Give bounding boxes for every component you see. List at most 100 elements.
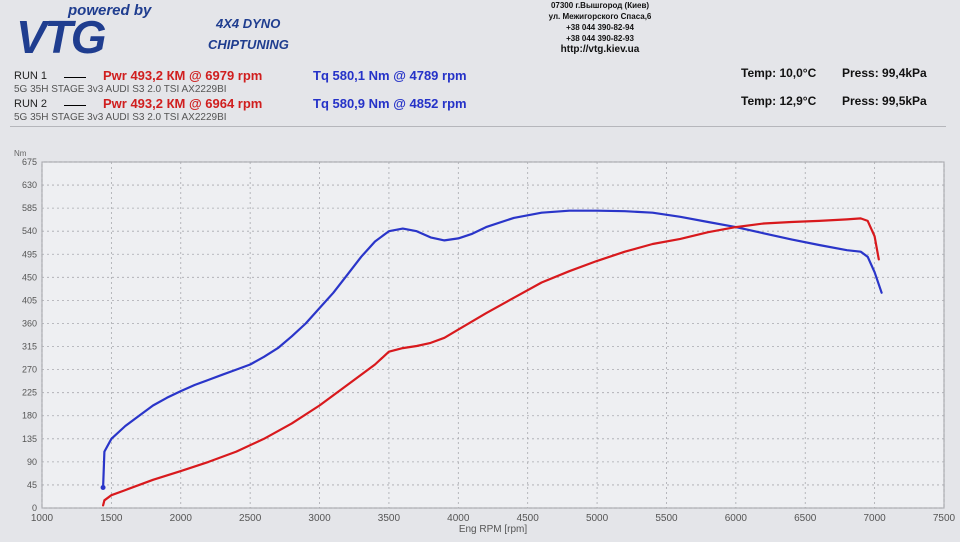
run-1-temp: Temp: 10,0°C [741, 66, 817, 80]
series-point-1 [624, 251, 626, 253]
series-point-1 [679, 238, 681, 240]
series-point-0 [318, 307, 321, 309]
series-point-0 [867, 256, 869, 258]
series-point-1 [416, 345, 418, 347]
series-point-1 [103, 499, 106, 501]
x-tick-label: 3500 [378, 513, 401, 524]
logo-dyno-text: 4X4 DYNO [216, 16, 281, 31]
header-divider [10, 126, 946, 127]
series-point-0 [152, 404, 154, 407]
run-1-description: 5G 35H STAGE 3v3 AUDI S3 2.0 TSI AX2229B… [14, 84, 227, 95]
series-point-1 [388, 351, 390, 353]
series-point-0 [194, 384, 196, 386]
series-point-1 [485, 312, 487, 314]
series-point-1 [878, 258, 880, 260]
series-point-0 [249, 363, 251, 366]
series-point-1 [513, 297, 515, 299]
series-point-0 [305, 322, 307, 325]
series-point-0 [568, 210, 570, 212]
vtg-logo: powered by VTG 4X4 DYNO CHIPTUNING [8, 2, 308, 63]
run-2-pressure: Press: 99,5kPa [842, 94, 927, 108]
run-2-description: 5G 35H STAGE 3v3 AUDI S3 2.0 TSI AX2229B… [14, 112, 227, 123]
series-point-1 [846, 218, 848, 221]
series-point-0 [103, 451, 106, 453]
x-tick-label: 2500 [239, 513, 262, 524]
series-point-1 [763, 222, 765, 225]
series-point-0 [651, 212, 654, 214]
series-point-1 [235, 451, 237, 453]
y-tick-label: 405 [22, 295, 37, 305]
x-tick-label: 6500 [794, 513, 817, 524]
y-tick-label: 675 [22, 157, 37, 167]
series-point-0 [416, 230, 418, 232]
x-tick-label: 3000 [308, 513, 331, 524]
run-2-legend-line [64, 105, 86, 106]
plot-area [41, 161, 945, 509]
series-point-0 [624, 210, 626, 212]
series-point-0 [874, 271, 876, 273]
series-point-0 [124, 425, 126, 427]
y-tick-label: 450 [22, 272, 37, 282]
x-tick-label: 2000 [170, 513, 193, 524]
series-point-0 [180, 390, 182, 392]
run-2-temp: Temp: 12,9°C [741, 94, 817, 108]
series-point-1 [790, 221, 792, 223]
series-point-0 [707, 221, 709, 223]
series-point-1 [152, 479, 154, 481]
series-point-0 [540, 212, 543, 214]
series-point-0 [443, 239, 446, 242]
series-point-1 [707, 231, 709, 233]
series-point-0 [332, 292, 335, 294]
x-tick-label: 4500 [517, 513, 540, 524]
run-2-power: Pwr 493,2 КМ @ 6964 rpm [103, 96, 263, 111]
y-tick-label: 360 [22, 318, 37, 328]
y-tick-label: 135 [22, 434, 37, 444]
series-point-1 [124, 489, 126, 491]
series-point-1 [102, 504, 104, 507]
series-point-1 [860, 217, 862, 219]
series-point-1 [346, 384, 348, 386]
series-point-0 [235, 369, 237, 371]
address-line: 07300 г.Вышгород (Киев) [550, 1, 650, 10]
x-tick-label: 7000 [863, 513, 886, 524]
series-point-0 [346, 274, 348, 276]
series-point-1 [818, 220, 820, 222]
series-point-0 [221, 374, 223, 376]
series-point-0 [138, 415, 140, 417]
series-point-0 [763, 232, 765, 234]
run-1-power: Pwr 493,2 КМ @ 6979 rpm [103, 68, 263, 83]
series-point-0 [485, 226, 487, 228]
series-point-0 [880, 292, 883, 294]
series-point-1 [874, 235, 876, 237]
address-block: 07300 г.Вышгород (Киев) ул. Межигорского… [500, 0, 700, 55]
series-point-0 [388, 230, 390, 232]
x-tick-label: 4000 [447, 513, 470, 524]
series-point-1 [263, 438, 265, 440]
series-point-1 [735, 226, 737, 228]
series-point-1 [291, 422, 293, 425]
x-tick-label: 5500 [655, 513, 678, 524]
series-point-0 [429, 236, 432, 238]
run-2-torque: Tq 580,9 Nm @ 4852 rpm [313, 96, 467, 111]
series-point-1 [429, 342, 432, 344]
y-tick-label: 585 [22, 203, 37, 213]
series-point-0 [513, 217, 515, 219]
series-point-0 [291, 335, 293, 337]
series-point-1 [180, 470, 182, 472]
series-point-0 [790, 238, 792, 241]
run-1-torque: Tq 580,1 Nm @ 4789 rpm [313, 68, 467, 83]
series-point-1 [318, 404, 321, 407]
series-point-0 [846, 249, 848, 251]
series-point-1 [568, 270, 570, 272]
logo-powered-text: powered by [68, 2, 152, 19]
run-1-label: RUN 1 [14, 70, 48, 82]
series-point-0 [457, 237, 459, 239]
y-tick-label: 315 [22, 342, 37, 352]
series-point-0 [596, 210, 598, 212]
x-tick-label: 1000 [31, 513, 54, 524]
x-axis-label: Eng RPM [rpm] [459, 524, 528, 535]
run-1-pressure: Press: 99,4kPa [842, 66, 927, 80]
series-point-1 [867, 220, 869, 222]
